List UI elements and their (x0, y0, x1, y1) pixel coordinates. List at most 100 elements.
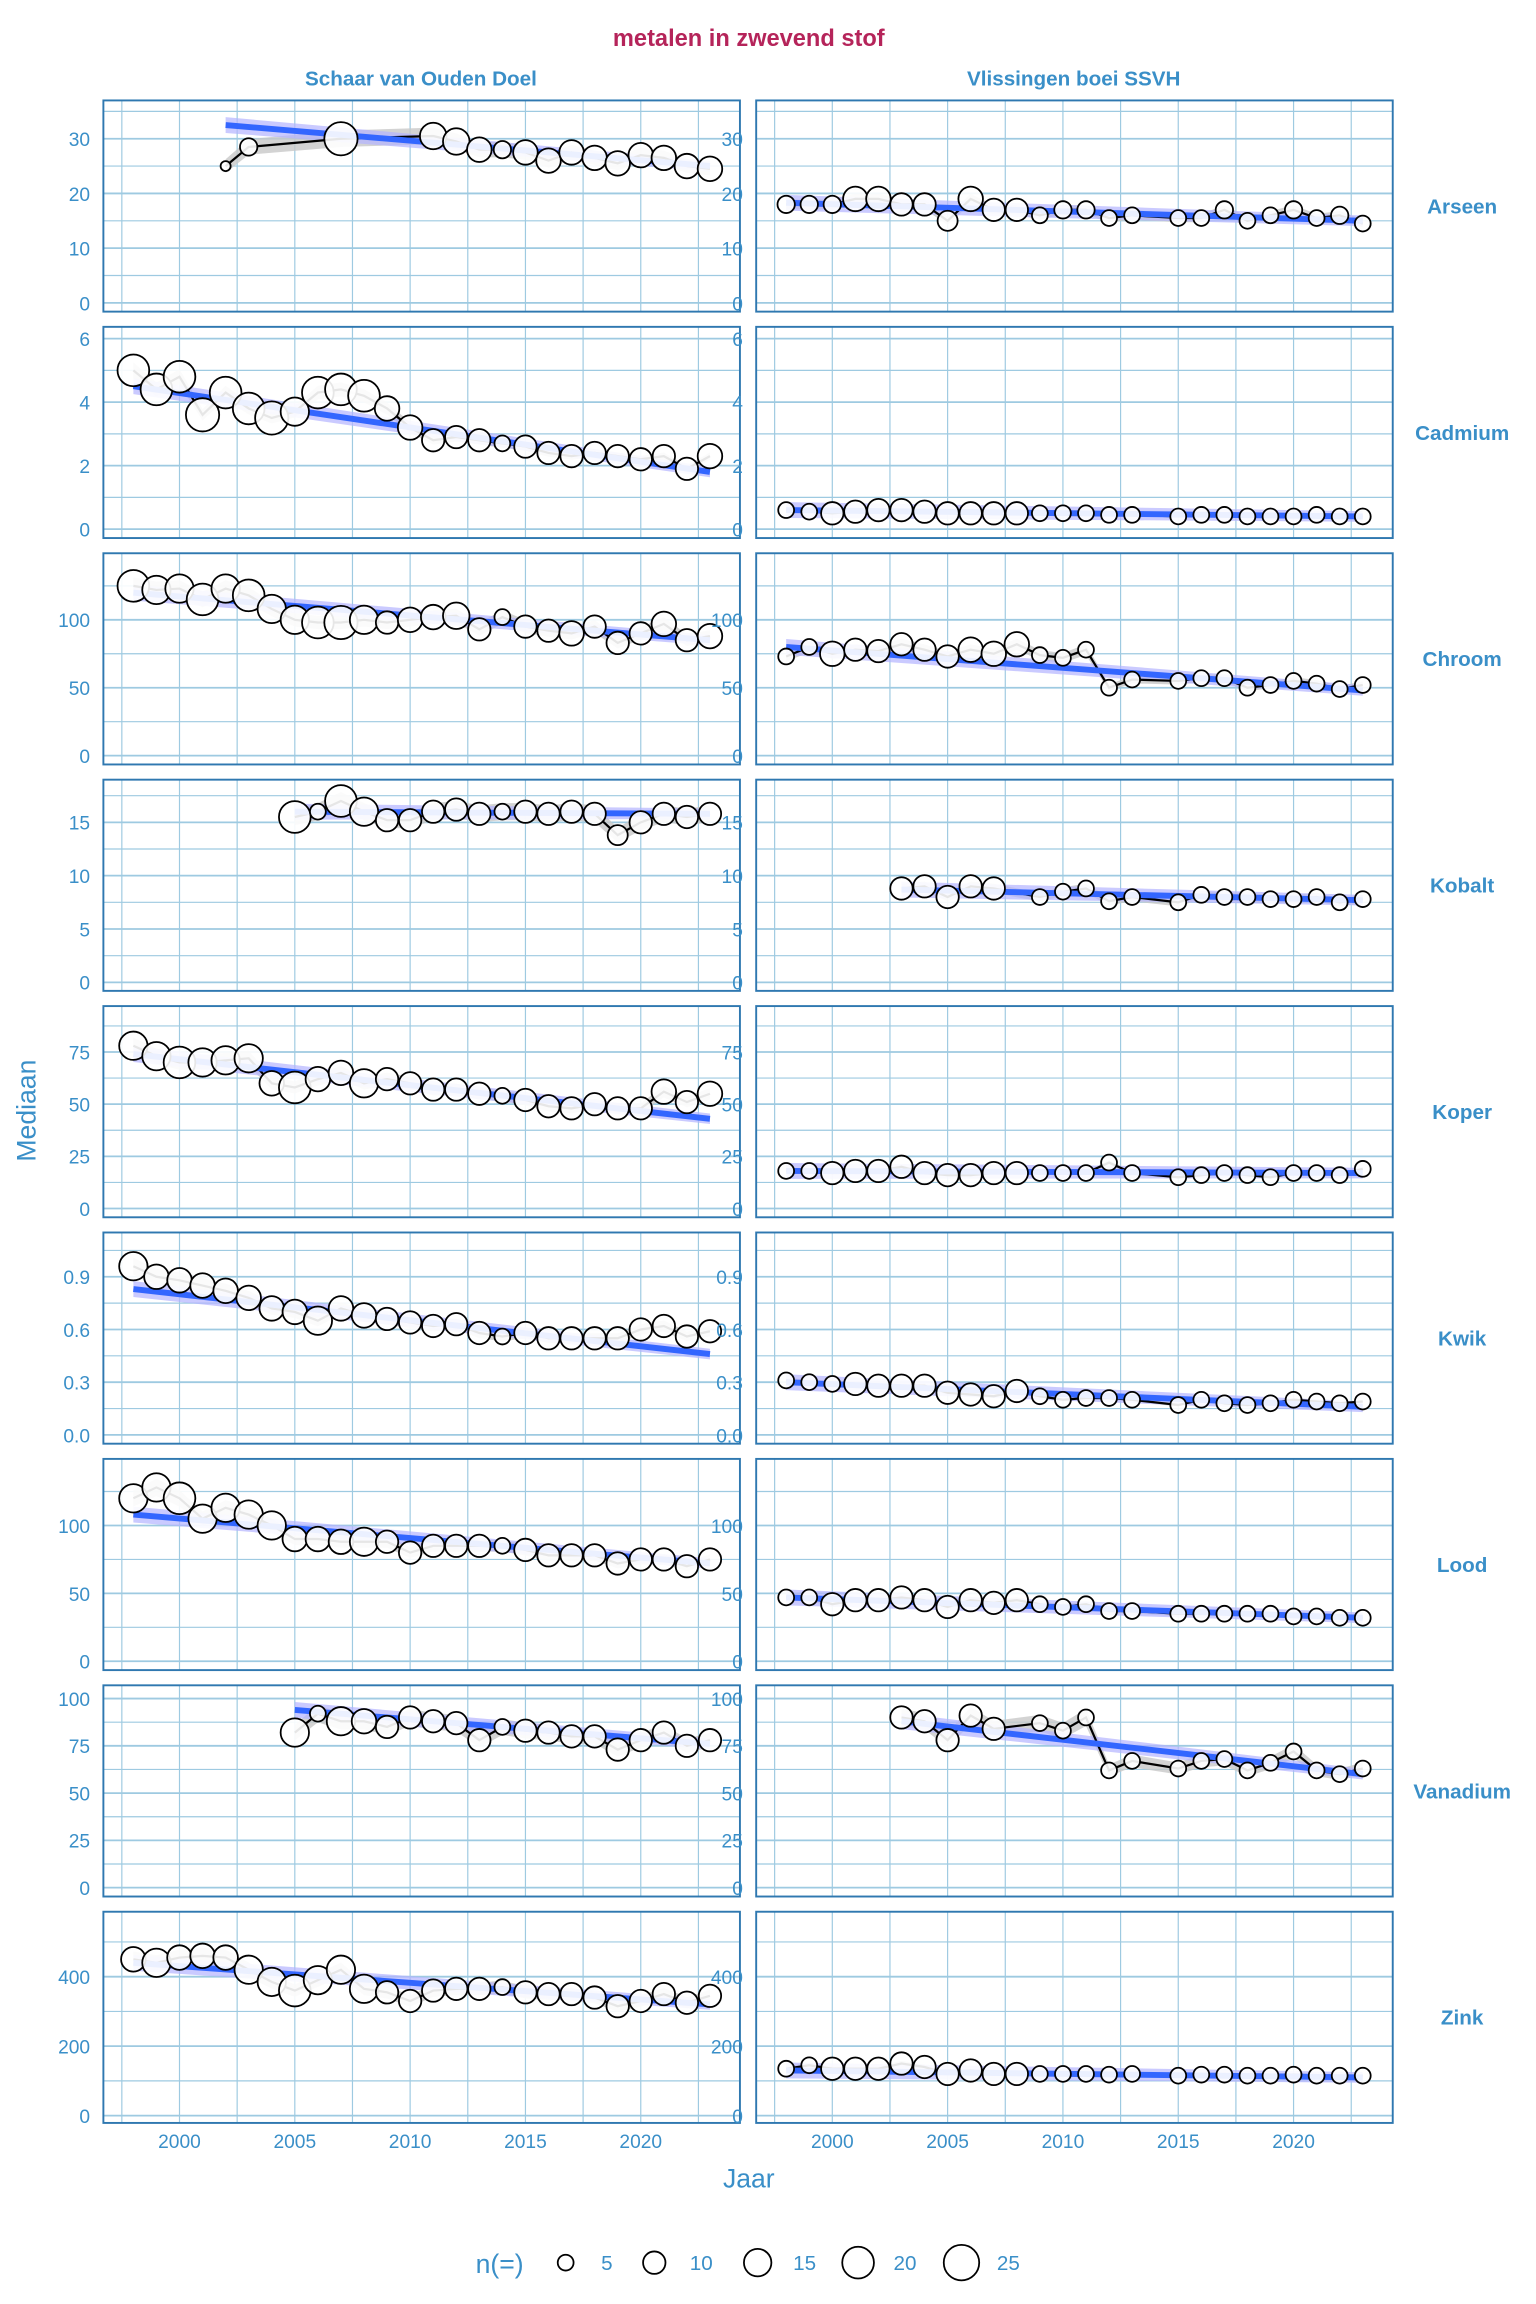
data-point (777, 501, 795, 519)
y-tick-label: 0 (732, 747, 743, 768)
data-point (582, 1543, 607, 1568)
data-point (889, 632, 914, 657)
data-point (1054, 504, 1072, 523)
data-point (1123, 1390, 1141, 1409)
data-point (1307, 2066, 1326, 2085)
data-point (1077, 879, 1095, 898)
row-strip-label: Lood (1437, 1554, 1487, 1577)
data-point (1330, 893, 1349, 912)
data-point (559, 1543, 584, 1568)
data-point (421, 1313, 446, 1339)
x-tick-label: 2020 (619, 2132, 662, 2153)
data-point (823, 1375, 842, 1393)
y-tick-label: 100 (711, 611, 743, 632)
y-tick-label: 6 (79, 330, 90, 351)
data-point (628, 1728, 653, 1753)
data-point (309, 1704, 327, 1723)
data-point (467, 1081, 492, 1106)
row-strip-label: Arseen (1427, 195, 1497, 218)
legend-title: n(=) (476, 2249, 524, 2279)
panel-koper-schaar: 0 25 50 75 (69, 1005, 741, 1221)
row-strip-label: Zink (1441, 2007, 1484, 2030)
panel-chroom-schaar: 0 50 100 (58, 552, 741, 768)
data-point (1192, 886, 1211, 904)
data-point (776, 194, 796, 214)
y-tick-label: 10 (69, 240, 90, 261)
data-point (559, 444, 584, 469)
data-point (777, 1162, 795, 1180)
data-point (1100, 2065, 1118, 2084)
data-point (536, 1094, 561, 1119)
y-tick-label: 400 (58, 1968, 90, 1989)
data-point (327, 1295, 355, 1322)
data-point (1238, 1604, 1257, 1623)
y-tick-label: 0 (732, 974, 743, 995)
data-point (912, 637, 937, 662)
x-tick-label: 2015 (504, 2132, 547, 2153)
data-point (912, 874, 937, 899)
panel-lood-vlissingen: 0 50 100 (711, 1457, 1394, 1674)
data-point (559, 1096, 584, 1121)
data-point (1031, 1387, 1049, 1406)
legend-size-label: 15 (793, 2252, 816, 2275)
panel-border (102, 325, 741, 540)
data-point (605, 1994, 630, 2019)
data-point (141, 1947, 172, 1978)
data-point (536, 1981, 561, 2007)
data-point (1100, 678, 1118, 697)
data-point (373, 395, 401, 422)
data-point (348, 796, 380, 827)
data-point (843, 1588, 868, 1613)
y-tick-label: 0 (79, 1879, 90, 1900)
data-point (467, 801, 492, 826)
data-point (1100, 1761, 1118, 1780)
data-point (820, 501, 845, 526)
data-point (1261, 1168, 1280, 1187)
data-point (493, 1087, 512, 1105)
panel-vanadium-schaar: 0 25 50 75 100 (58, 1684, 741, 1900)
row-strip-label: Vanadium (1413, 1780, 1511, 1803)
data-point (421, 1709, 446, 1734)
data-point (912, 1709, 937, 1734)
y-tick-label: 0 (79, 1200, 90, 1221)
data-point (889, 2051, 914, 2076)
data-point (323, 121, 359, 157)
data-point (1192, 1166, 1211, 1184)
data-point (396, 414, 424, 441)
data-point (1004, 1378, 1029, 1404)
data-point (1169, 2066, 1188, 2085)
data-point (696, 622, 724, 650)
panel-lood-schaar: 0 50 100 (58, 1457, 741, 1674)
data-point (1031, 888, 1049, 906)
y-tick-label: 0 (79, 294, 90, 315)
data-point (374, 610, 400, 635)
row-strip-label: Cadmium (1415, 422, 1509, 445)
data-point (800, 1588, 819, 1607)
data-point (1123, 2065, 1141, 2083)
data-point (697, 1983, 723, 2008)
panel-cadmium-vlissingen: 0 2 4 6 (732, 325, 1394, 542)
data-point (912, 1588, 937, 1613)
data-point (535, 147, 562, 174)
panel-border (755, 1684, 1394, 1898)
data-point (1123, 1752, 1141, 1770)
data-point (536, 1543, 561, 1568)
data-point (1031, 2065, 1049, 2083)
y-tick-label: 5 (79, 920, 90, 941)
x-tick-label: 2005 (273, 2132, 316, 2153)
data-point (777, 1371, 795, 1390)
data-point (843, 2056, 868, 2081)
data-point (674, 1089, 699, 1115)
data-point (980, 640, 1007, 667)
data-point (1261, 1394, 1280, 1413)
data-point (444, 1976, 469, 2001)
panel-border (755, 1005, 1394, 1219)
panel-border (102, 778, 741, 992)
y-tick-label: 10 (69, 867, 90, 888)
data-point (559, 799, 584, 824)
data-point (606, 824, 629, 847)
data-point (582, 440, 607, 466)
data-point (444, 424, 469, 450)
y-tick-label: 0.0 (716, 1426, 743, 1447)
data-point (559, 1981, 584, 2007)
